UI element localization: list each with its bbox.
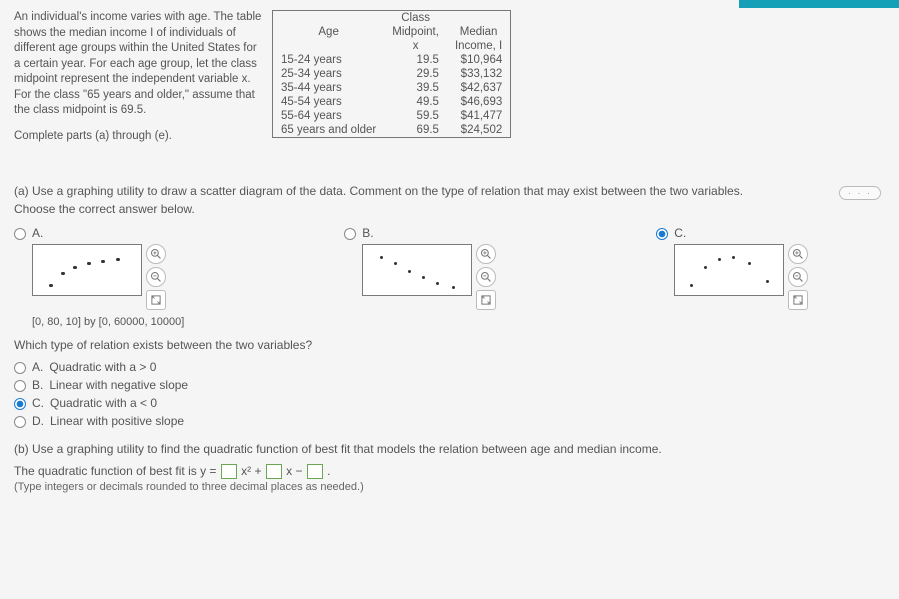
scatter-choices: A. [0, 80, 10] by [0, 60000, 10000] B. <box>14 226 885 328</box>
scatter-thumb-a[interactable] <box>32 244 142 296</box>
eq-mid2: x − <box>286 464 306 478</box>
col-inc-header-1: Median <box>447 25 511 39</box>
axis-window-note: [0, 80, 10] by [0, 60000, 10000] <box>32 316 184 328</box>
radio-opt-d[interactable] <box>14 416 26 428</box>
equation-line: The quadratic function of best fit is y … <box>14 464 885 479</box>
relation-type-options: A. Quadratic with a > 0 B. Linear with neg… <box>14 360 885 428</box>
intro-paragraph-2: Complete parts (a) through (e). <box>14 129 264 145</box>
coef-c-input[interactable] <box>307 464 323 479</box>
zoom-out-icon[interactable] <box>788 267 808 287</box>
part-a-prompt-1: (a) Use a graphing utility to draw a sca… <box>14 184 885 198</box>
zoom-in-icon[interactable] <box>476 244 496 264</box>
opt-d-text: Linear with positive slope <box>50 414 184 428</box>
opt-b-letter: B. <box>32 378 43 392</box>
problem-intro: An individual's income varies with age. … <box>14 10 264 154</box>
part-b-prompt: (b) Use a graphing utility to find the q… <box>14 442 885 456</box>
col-inc-header-2: Income, I <box>447 39 511 53</box>
table-row: 45-54 years49.5$46,693 <box>273 95 511 109</box>
eq-prefix: The quadratic function of best fit is y … <box>14 464 220 478</box>
scatter-thumb-b[interactable] <box>362 244 472 296</box>
skip-badge[interactable]: · · · <box>839 186 881 200</box>
table-row: 15-24 years19.5$10,964 <box>273 53 511 67</box>
data-table: Age Class Midpoint, Median x Income, I 1… <box>272 10 511 138</box>
expand-icon[interactable] <box>476 290 496 310</box>
col-mid-header-2: Midpoint, <box>384 25 447 39</box>
zoom-out-icon[interactable] <box>476 267 496 287</box>
part-a-prompt-2: Choose the correct answer below. <box>14 202 885 216</box>
col-mid-header-1: Class <box>384 11 447 26</box>
coef-a-input[interactable] <box>221 464 237 479</box>
opt-c-text: Quadratic with a < 0 <box>50 396 157 410</box>
rounding-note: (Type integers or decimals rounded to th… <box>14 481 885 493</box>
scatter-thumb-c[interactable] <box>674 244 784 296</box>
col-mid-header-3: x <box>384 39 447 53</box>
zoom-in-icon[interactable] <box>146 244 166 264</box>
zoom-in-icon[interactable] <box>788 244 808 264</box>
expand-icon[interactable] <box>146 290 166 310</box>
opt-a-text: Quadratic with a > 0 <box>49 360 156 374</box>
table-row: 35-44 years39.5$42,637 <box>273 81 511 95</box>
radio-choice-a[interactable] <box>14 228 26 240</box>
radio-choice-c[interactable] <box>656 228 668 240</box>
radio-opt-b[interactable] <box>14 380 26 392</box>
table-row: 25-34 years29.5$33,132 <box>273 67 511 81</box>
table-row: 65 years and older69.5$24,502 <box>273 123 511 138</box>
opt-a-letter: A. <box>32 360 43 374</box>
opt-d-letter: D. <box>32 414 44 428</box>
radio-choice-b[interactable] <box>344 228 356 240</box>
choice-b-label: B. <box>362 226 496 240</box>
opt-c-letter: C. <box>32 396 44 410</box>
choice-a-label: A. <box>32 226 184 240</box>
opt-b-text: Linear with negative slope <box>49 378 188 392</box>
radio-opt-a[interactable] <box>14 362 26 374</box>
col-age-header: Age <box>273 11 385 54</box>
choice-c-label: C. <box>674 226 808 240</box>
coef-b-input[interactable] <box>266 464 282 479</box>
eq-post: . <box>327 464 330 478</box>
zoom-out-icon[interactable] <box>146 267 166 287</box>
radio-opt-c[interactable] <box>14 398 26 410</box>
intro-paragraph-1: An individual's income varies with age. … <box>14 10 264 119</box>
expand-icon[interactable] <box>788 290 808 310</box>
table-body: 15-24 years19.5$10,964 25-34 years29.5$3… <box>273 53 511 138</box>
top-accent-strip <box>739 0 899 8</box>
eq-mid1: x² + <box>241 464 265 478</box>
table-row: 55-64 years59.5$41,477 <box>273 109 511 123</box>
relation-type-question: Which type of relation exists between th… <box>14 338 885 352</box>
